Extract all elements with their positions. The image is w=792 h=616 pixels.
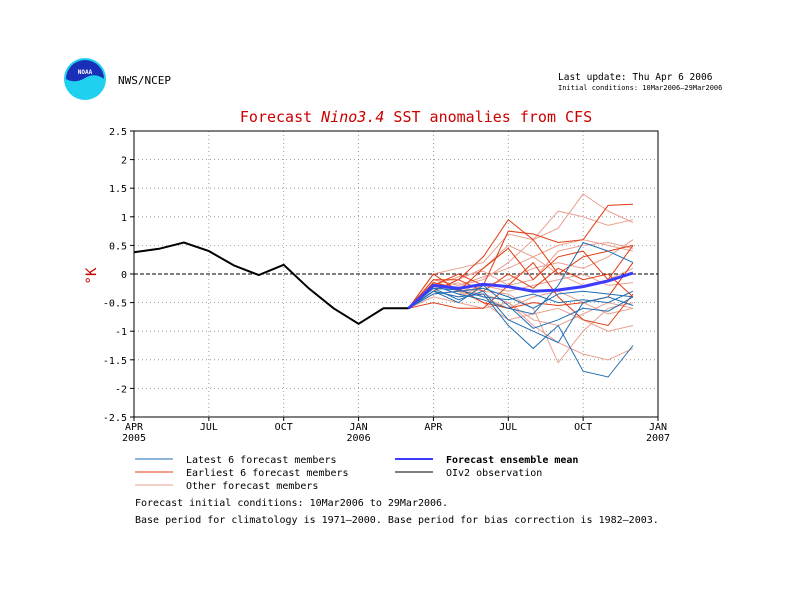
y-tick-label: 1 xyxy=(121,213,127,224)
observation-line xyxy=(133,241,409,325)
ensemble-mean-line xyxy=(407,271,634,310)
latest-member-line xyxy=(408,290,634,378)
legend-label-observation: OIv2 observation xyxy=(446,468,542,479)
other-member-line xyxy=(408,273,634,309)
y-axis-label: °K xyxy=(84,267,100,284)
other-member-line xyxy=(408,241,634,309)
latest-member-line xyxy=(408,287,634,309)
other-member-line xyxy=(408,210,634,309)
y-tick-label: 0.5 xyxy=(109,241,127,252)
last-update: Last update: Thu Apr 6 2006 xyxy=(558,72,713,83)
x-tick-label: JUL xyxy=(499,422,517,433)
noaa-logo-text: NOAA xyxy=(78,69,93,76)
earliest-member-line xyxy=(408,245,634,309)
chart-title-prefix: Forecast xyxy=(240,108,321,126)
x-tick-label: JUL xyxy=(200,422,218,433)
agency-label: NWS/NCEP xyxy=(118,74,171,87)
legend-label-earliest: Earliest 6 forecast members xyxy=(186,468,349,479)
grid-layer xyxy=(134,131,658,417)
noaa-logo: NOAA xyxy=(64,58,106,100)
x-tick-year-label: 2005 xyxy=(122,433,146,444)
y-tick-label: -0.5 xyxy=(103,299,127,310)
y-tick-label: -2 xyxy=(115,384,127,395)
latest-member-line xyxy=(408,287,634,309)
legend: Latest 6 forecast members Forecast ensemb… xyxy=(135,455,578,492)
other-member-line xyxy=(408,193,634,309)
chart-title: Forecast Nino3.4 SST anomalies from CFS xyxy=(240,108,592,126)
y-tick-label: 2.5 xyxy=(109,127,127,138)
initial-conditions-short: Initial conditions: 10Mar2006–29Mar2006 xyxy=(558,84,722,92)
y-tick-label: 1.5 xyxy=(109,184,127,195)
y-tick-label: -1.5 xyxy=(103,356,127,367)
legend-label-mean: Forecast ensemble mean xyxy=(446,455,578,466)
earliest-member-line xyxy=(408,261,634,327)
y-tick-label: -2.5 xyxy=(103,413,127,424)
series-layer xyxy=(133,193,634,378)
x-tick-label: JAN xyxy=(649,422,667,433)
latest-member-line xyxy=(408,241,634,315)
noaa-logo-bird xyxy=(66,60,104,82)
y-tick-label: 2 xyxy=(121,156,127,167)
other-member-line xyxy=(408,282,634,364)
x-tick-year-label: 2007 xyxy=(646,433,670,444)
earliest-member-line xyxy=(408,203,634,309)
x-tick-label: JAN xyxy=(350,422,368,433)
x-tick-label: APR xyxy=(125,422,144,433)
other-member-line xyxy=(408,296,634,361)
latest-member-line xyxy=(408,287,634,344)
y-tick-label: 0 xyxy=(121,270,127,281)
footer-line-1: Forecast initial conditions: 10Mar2006 t… xyxy=(135,498,448,509)
x-tick-label: APR xyxy=(424,422,443,433)
x-tick-label: OCT xyxy=(275,422,293,433)
x-tick-year-label: 2006 xyxy=(347,433,371,444)
chart-title-italic: Nino3.4 xyxy=(320,108,384,126)
footer-line-2: Base period for climatology is 1971–2000… xyxy=(135,515,659,526)
chart-title-suffix: SST anomalies from CFS xyxy=(384,108,592,126)
x-tick-label: OCT xyxy=(574,422,592,433)
legend-label-latest: Latest 6 forecast members xyxy=(186,455,337,466)
legend-label-other: Other forecast members xyxy=(186,481,318,492)
latest-member-line xyxy=(408,284,634,329)
y-tick-label: -1 xyxy=(115,327,127,338)
